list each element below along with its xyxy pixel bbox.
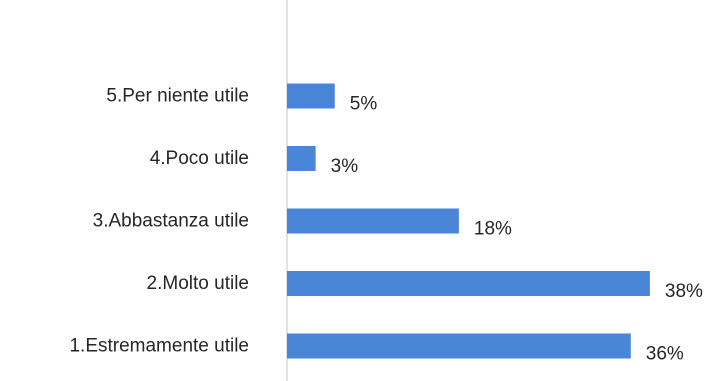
value-label: 38% (665, 281, 703, 302)
value-label: 3% (331, 156, 359, 177)
category-labels-group: 5.Per niente utile 4.Poco utile 3.Abbastan… (69, 86, 249, 357)
value-label: 5% (350, 94, 378, 115)
value-label: 18% (474, 219, 512, 240)
category-label: 5.Per niente utile (106, 86, 249, 107)
category-label: 3.Abbastanza utile (93, 211, 249, 232)
bar (287, 83, 335, 109)
value-label: 36% (646, 344, 684, 365)
bar (287, 208, 459, 234)
bar (287, 333, 631, 359)
bar (287, 271, 650, 296)
category-label: 4.Poco utile (150, 148, 249, 169)
value-labels-group: 5% 3% 18% 38% 36% (331, 94, 703, 365)
category-label: 2.Molto utile (147, 273, 249, 294)
bars-group (287, 83, 650, 359)
bar (287, 146, 316, 171)
category-label: 1.Estremamente utile (69, 336, 249, 357)
